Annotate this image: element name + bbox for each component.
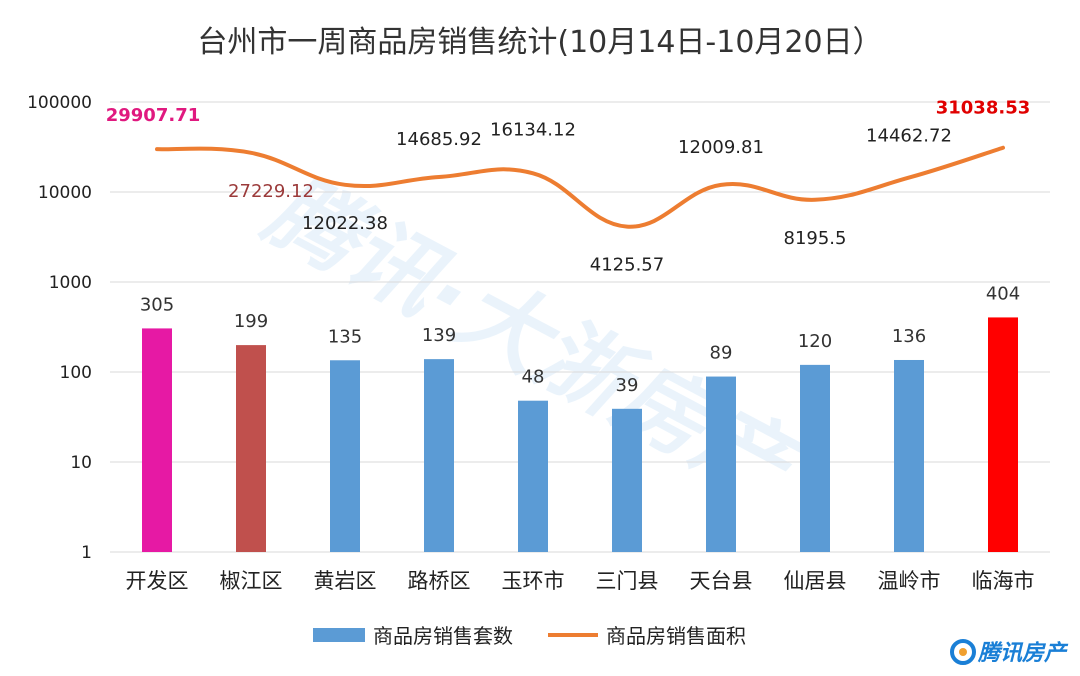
- line-data-label: 4125.57: [590, 255, 664, 276]
- y-tick-label: 10: [70, 453, 92, 473]
- legend-swatch-bar: [313, 628, 365, 642]
- x-tick-label: 临海市: [972, 569, 1035, 593]
- line-data-label: 27229.12: [228, 181, 314, 202]
- line-path: [155, 145, 1005, 229]
- x-tick-label: 椒江区: [220, 569, 283, 593]
- line-data-label: 12009.81: [678, 137, 764, 158]
- y-tick-label: 1000: [49, 273, 92, 293]
- brand-logo-dot: [959, 648, 967, 656]
- bar-data-label: 89: [710, 343, 733, 364]
- line-data-label: 14685.92: [396, 129, 482, 150]
- brand-text: 腾讯房产: [977, 641, 1069, 666]
- legend-label-line: 商品房销售面积: [606, 624, 746, 648]
- bar-data-label: 305: [140, 294, 174, 315]
- line-data-label: 16134.12: [490, 119, 576, 140]
- bar: [330, 360, 360, 552]
- y-tick-label: 1: [81, 543, 92, 563]
- y-axis: 1 10 100 1000 10000 100000: [27, 93, 92, 563]
- line-data-label: 8195.5: [784, 228, 847, 249]
- bar-data-label: 139: [422, 325, 456, 346]
- bar: [988, 317, 1018, 552]
- bar: [894, 359, 924, 552]
- bar-data-label: 39: [616, 375, 639, 396]
- x-tick-label: 温岭市: [878, 569, 941, 593]
- x-tick-label: 仙居县: [784, 569, 847, 593]
- x-tick-label: 三门县: [596, 569, 659, 593]
- bar-data-label: 135: [328, 326, 362, 347]
- line-data-label: 29907.71: [106, 105, 201, 126]
- gridlines: [110, 101, 1050, 553]
- x-tick-label: 玉环市: [502, 569, 565, 593]
- line-data-label: 14462.72: [866, 126, 952, 147]
- bar: [518, 400, 548, 552]
- x-tick-label: 黄岩区: [314, 569, 377, 593]
- bar-data-label: 136: [892, 326, 926, 347]
- bar-data-label: 199: [234, 311, 268, 332]
- bar: [800, 364, 830, 552]
- bar: [142, 328, 172, 552]
- bar-data-label: 404: [986, 283, 1020, 304]
- y-tick-label: 100: [60, 363, 92, 383]
- bar-data-label: 48: [522, 367, 545, 388]
- bar: [236, 345, 266, 552]
- chart-title: 台州市一周商品房销售统计(10月14日-10月20日）: [197, 25, 882, 60]
- bar: [424, 359, 454, 552]
- line-data-label: 31038.53: [936, 98, 1031, 119]
- brand-logo-icon: [950, 639, 976, 665]
- bar-series: 305 199 135 139 48 39 89 120 136 404: [140, 283, 1020, 552]
- legend: 商品房销售套数 商品房销售面积: [313, 624, 746, 648]
- bar: [706, 376, 736, 552]
- brand-logo: 腾讯房产: [950, 639, 1069, 666]
- x-axis: 开发区 椒江区 黄岩区 路桥区 玉环市 三门县 天台县 仙居县 温岭市 临海市: [126, 569, 1035, 593]
- x-tick-label: 开发区: [126, 569, 189, 593]
- line-data-label: 12022.38: [302, 213, 388, 234]
- y-tick-label: 100000: [27, 93, 92, 113]
- bar: [612, 408, 642, 552]
- bar-data-label: 120: [798, 331, 832, 352]
- x-tick-label: 天台县: [690, 569, 753, 593]
- y-tick-label: 10000: [38, 183, 92, 203]
- line-series: 29907.71 27229.12 12022.38 14685.92 16134.12…: [106, 98, 1031, 276]
- x-tick-label: 路桥区: [408, 569, 471, 593]
- legend-label-bar: 商品房销售套数: [373, 624, 513, 648]
